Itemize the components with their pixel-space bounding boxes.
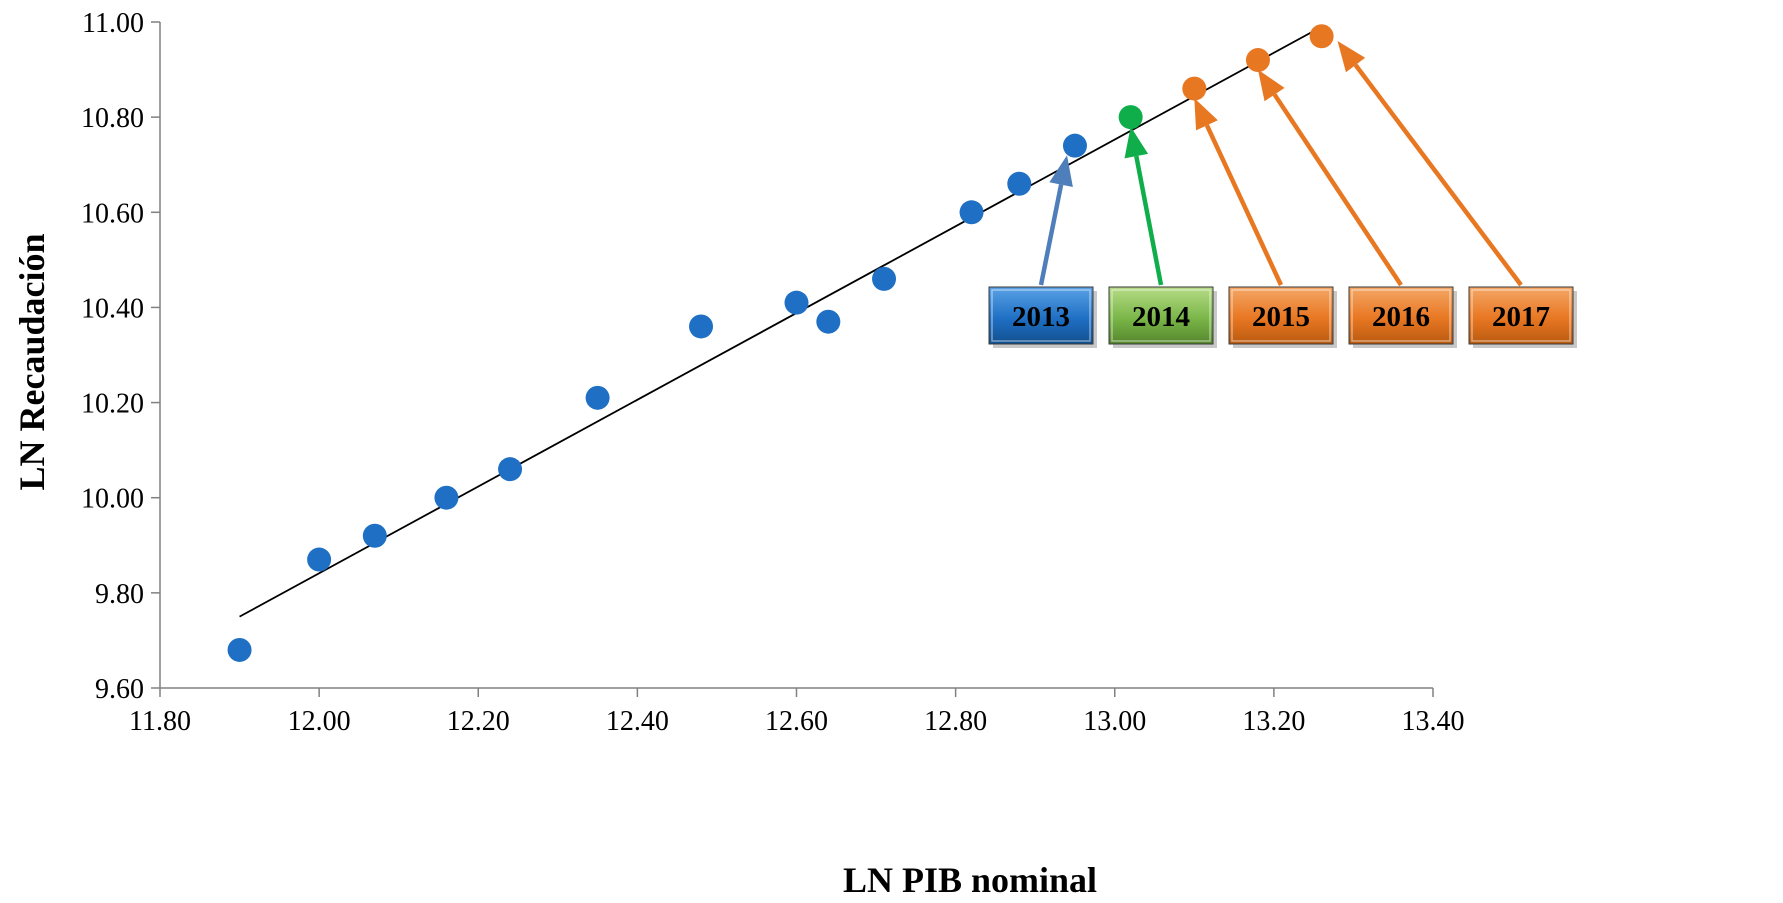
callout-arrow [1204,124,1284,286]
callout-arrow [1272,93,1403,287]
data-point [872,266,897,291]
y-tick-label: 9.80 [95,579,144,610]
y-tick-label: 10.80 [81,103,144,134]
data-point [585,385,610,410]
callout-arrowhead [1257,69,1285,102]
data-point [1182,76,1207,101]
callout-arrowhead [1049,155,1073,187]
x-tick-label: 13.20 [1242,706,1305,737]
x-tick-label: 12.60 [765,706,828,737]
data-point [1118,105,1143,130]
y-tick-label: 10.40 [81,293,144,324]
year-box [1108,286,1214,345]
trendline-layer [239,25,1323,618]
year-box-bevel [1351,289,1451,342]
callout-arrow [1134,155,1164,286]
year-box [988,286,1094,345]
data-point [498,457,523,482]
year-label: 2017 [1492,301,1550,333]
data-point [784,290,809,315]
year-box-bevel [1471,289,1571,342]
data-points [227,24,1334,662]
year-label: 2014 [1132,301,1190,333]
tick-labels: 11.80 12.00 12.20 12.40 12.60 12.80 13.00 13.20… [81,8,1465,737]
data-point [1062,133,1087,158]
data-point [816,309,841,334]
y-tick-label: 9.60 [95,674,144,705]
axes [151,21,1434,697]
callout-arrowhead [1124,126,1149,159]
data-point [1007,171,1032,196]
year-box [1228,286,1334,345]
x-tick-label: 11.80 [129,706,191,737]
callout-arrow [1353,63,1523,287]
year-box [1468,286,1574,345]
year-box-bevel [1111,289,1211,342]
year-label: 2013 [1012,301,1070,333]
x-tick-label: 13.00 [1083,706,1146,737]
year-box-bevel [991,289,1091,342]
year-label: 2015 [1252,301,1310,333]
data-point [434,485,459,510]
y-tick-label: 11.00 [82,8,144,39]
data-point [307,547,332,572]
year-box [1348,286,1454,345]
data-point [959,200,984,225]
x-axis-title: LN PIB nominal [843,860,1097,900]
data-point [1309,24,1334,49]
year-box-bevel [1231,289,1331,342]
y-tick-label: 10.00 [81,484,144,515]
callout-arrow [1038,184,1064,286]
callout-arrowhead [1337,41,1366,73]
year-label: 2016 [1372,301,1430,333]
x-tick-label: 13.40 [1402,706,1465,737]
x-tick-label: 12.00 [288,706,351,737]
y-tick-label: 10.20 [81,389,144,420]
data-point [1245,48,1270,73]
year-callouts: 2013 2014 2015 2016 2017 [988,41,1577,348]
x-tick-label: 12.40 [606,706,669,737]
data-point [362,523,387,548]
callout-arrowhead [1194,98,1218,131]
x-tick-label: 12.20 [447,706,510,737]
data-point [689,314,714,339]
x-tick-label: 12.80 [924,706,987,737]
y-axis-title: LN Recaudación [12,233,52,490]
y-tick-label: 10.60 [81,198,144,229]
trendline [239,25,1323,618]
data-point [227,637,252,662]
